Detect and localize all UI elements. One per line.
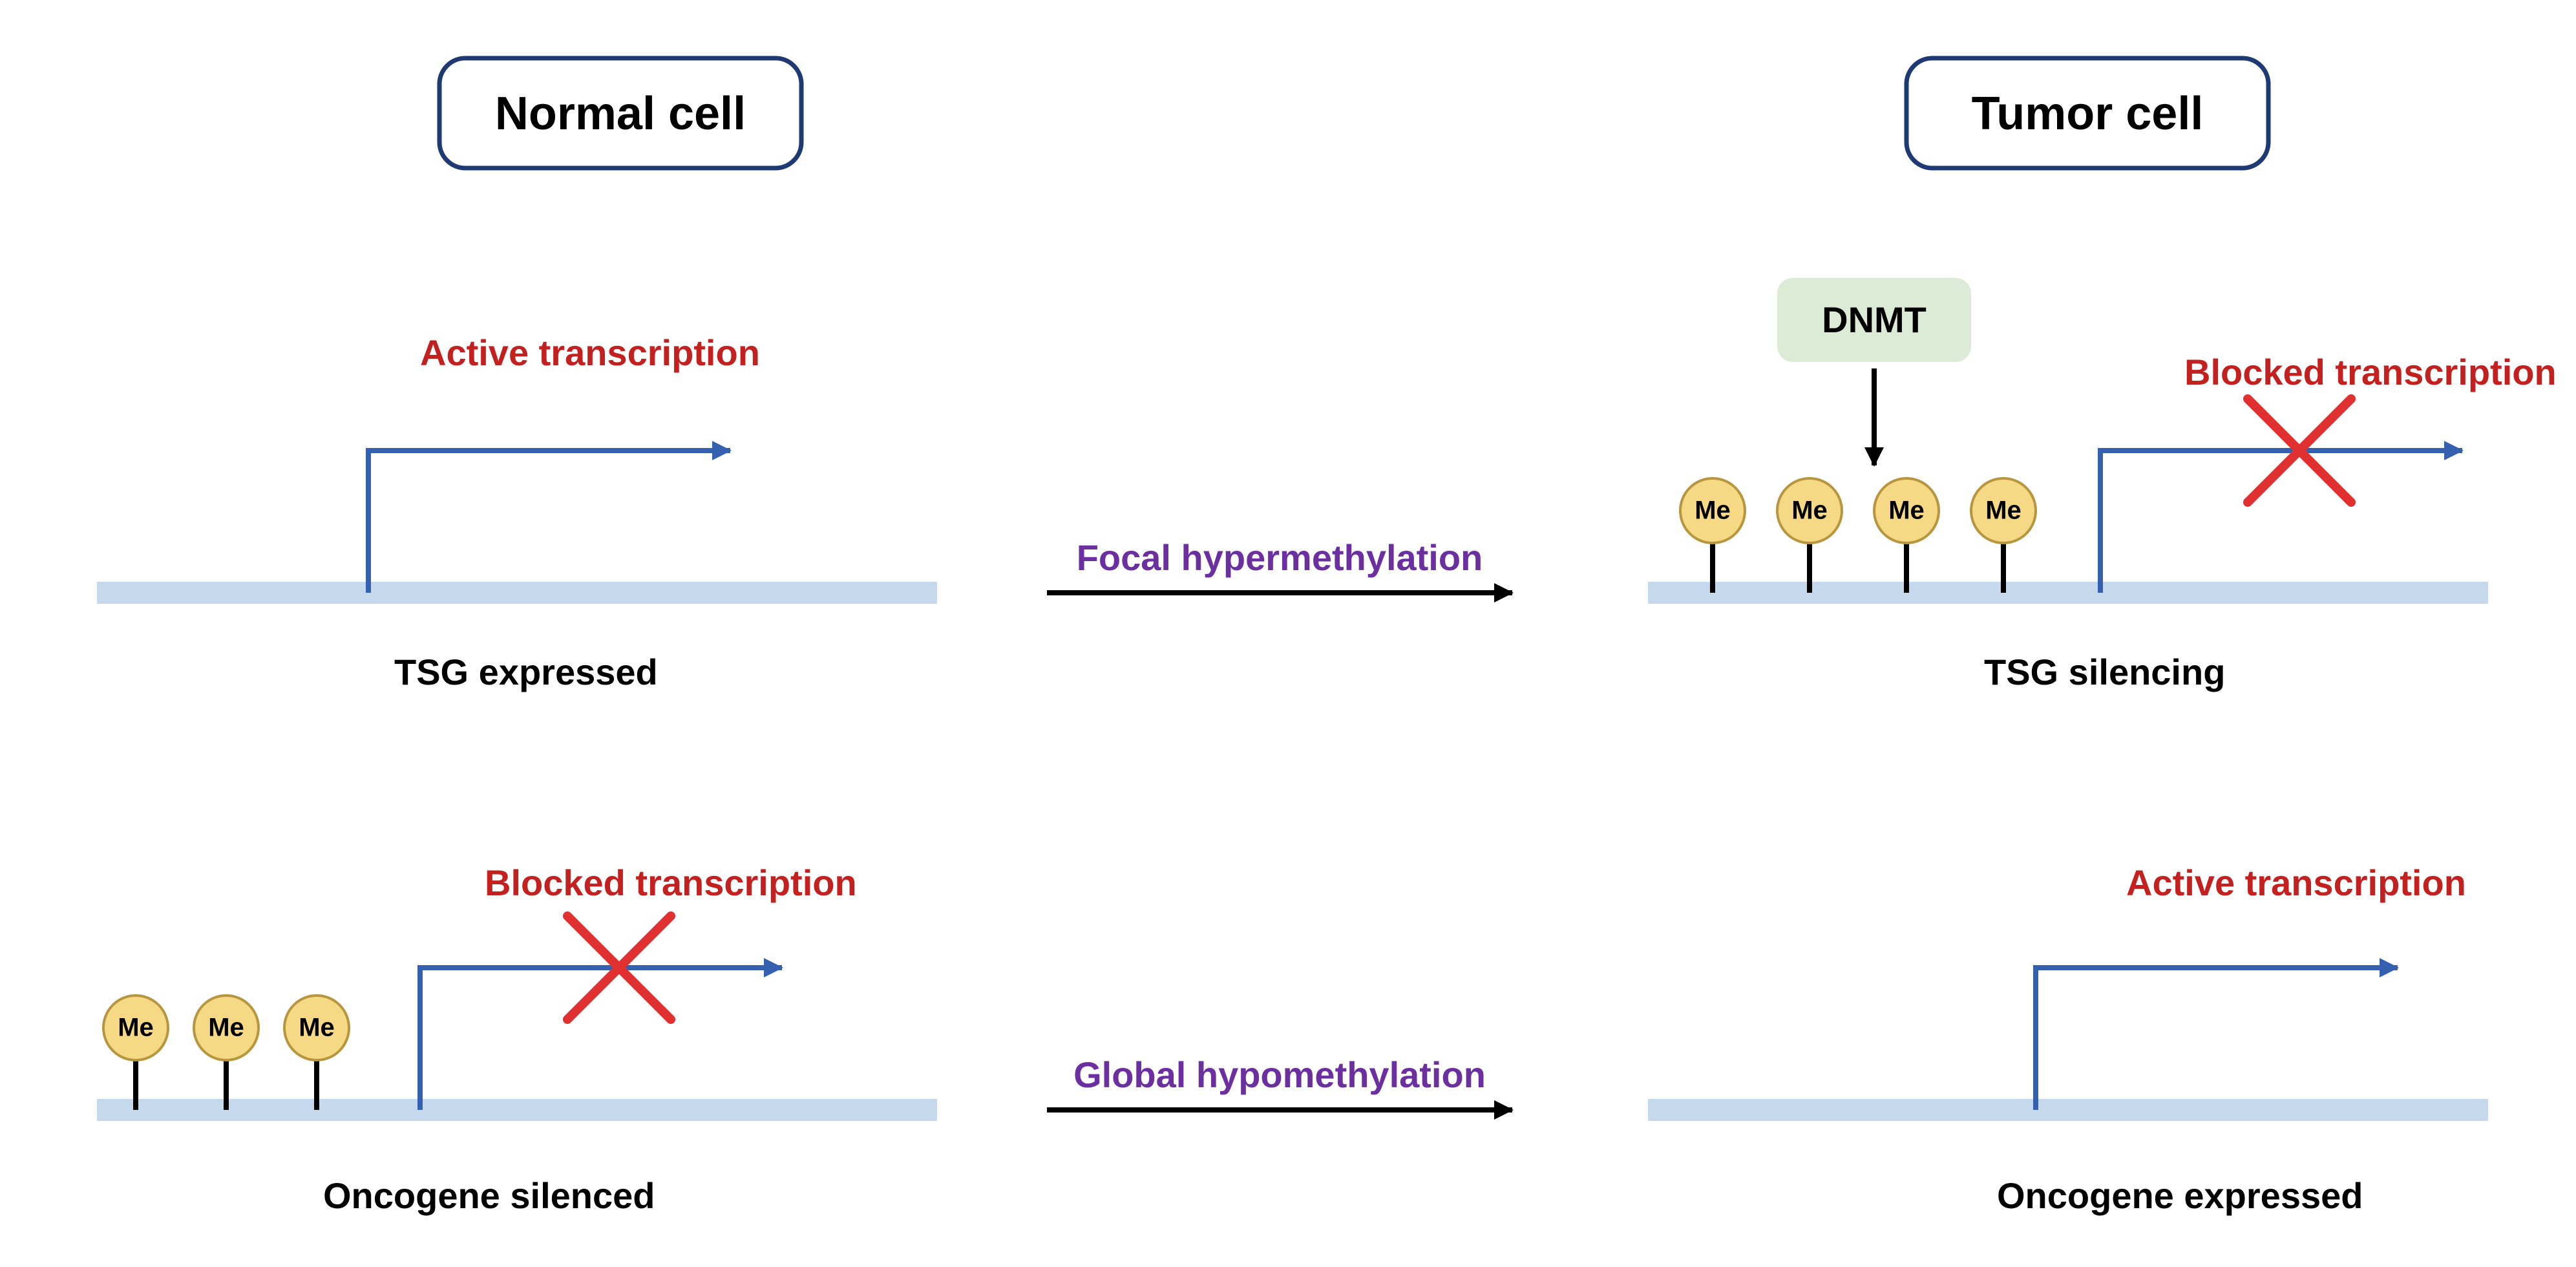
methyl-label: Me (118, 1014, 154, 1042)
methyl-label: Me (208, 1014, 244, 1042)
title-box-label: Tumor cell (1972, 88, 2204, 140)
dna-segment: Active transcription Oncogene expressed (1648, 862, 2488, 1216)
methyl-label: Me (1985, 496, 2022, 525)
title-box: Tumor cell (1906, 58, 2268, 168)
process-label: Global hypomethylation (1073, 1054, 1486, 1095)
dna-bar (1648, 582, 2488, 604)
dna-bar (97, 1099, 937, 1121)
process-label: Focal hypermethylation (1077, 537, 1483, 578)
methyl-group: Me (1777, 478, 1842, 593)
methyl-label: Me (1791, 496, 1828, 525)
methyl-group: Me (1874, 478, 1939, 593)
transcription-arrow-icon (2036, 968, 2398, 1110)
process-arrow-group: Global hypomethylation (1047, 1054, 1512, 1110)
transcription-status-label: Blocked transcription (2184, 352, 2557, 392)
transcription-arrow-icon (2100, 399, 2462, 593)
dna-segment: Me Me Me Blocked transcription Oncogene sile… (97, 862, 937, 1216)
transcription-status-label: Blocked transcription (485, 862, 857, 903)
title-box: Normal cell (439, 58, 801, 168)
process-arrow-group: Focal hypermethylation (1047, 537, 1512, 593)
dnmt-label: DNMT (1822, 299, 1927, 340)
gene-state-label: TSG expressed (394, 652, 658, 692)
transcription-arrow-icon (420, 916, 782, 1110)
dnmt-group: DNMT (1777, 278, 1971, 465)
dna-segment: Me Me Me Me Blocked transcription DNMT TSG sil… (1648, 278, 2557, 692)
transcription-status-label: Active transcription (2126, 862, 2466, 903)
dna-bar (97, 582, 937, 604)
methyl-group: Me (194, 996, 259, 1110)
methyl-label: Me (299, 1014, 335, 1042)
title-box-label: Normal cell (495, 88, 746, 140)
methyl-label: Me (1694, 496, 1731, 525)
methyl-group: Me (1680, 478, 1745, 593)
methyl-group: Me (103, 996, 168, 1110)
dna-segment: Active transcription TSG expressed (97, 332, 937, 692)
dna-bar (1648, 1099, 2488, 1121)
methyl-group: Me (1971, 478, 2036, 593)
gene-state-label: Oncogene silenced (323, 1175, 655, 1216)
methyl-label: Me (1888, 496, 1925, 525)
transcription-arrow-icon (368, 451, 730, 593)
methyl-group: Me (284, 996, 349, 1110)
gene-state-label: Oncogene expressed (1997, 1175, 2363, 1216)
transcription-status-label: Active transcription (420, 332, 760, 373)
gene-state-label: TSG silencing (1984, 652, 2225, 692)
